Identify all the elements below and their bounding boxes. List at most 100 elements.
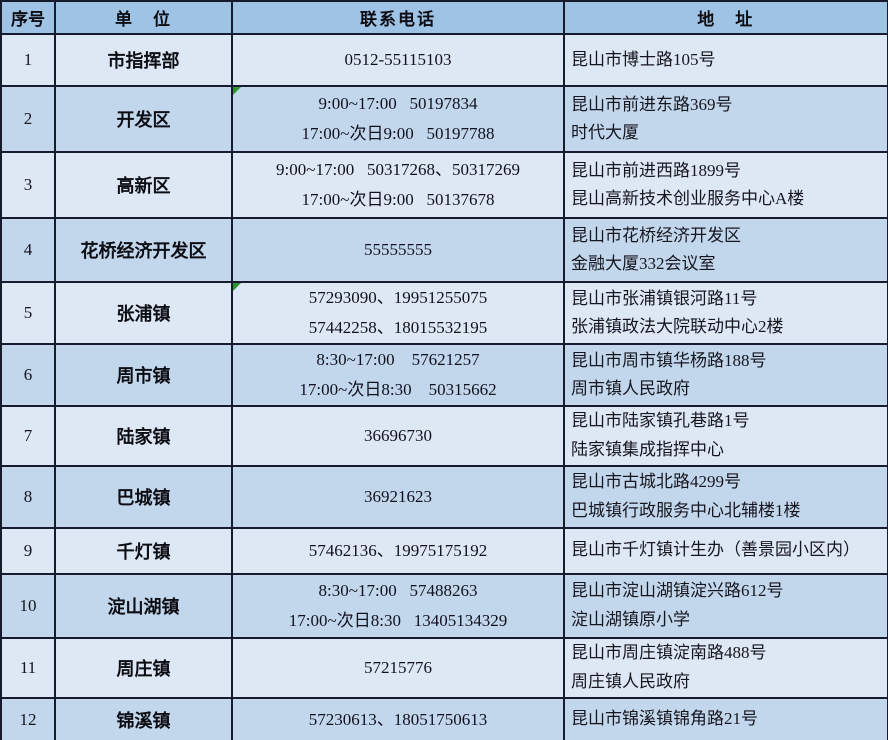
address-line: 昆山市周市镇华杨路188号 xyxy=(571,350,767,370)
unit-cell: 花桥经济开发区 xyxy=(54,217,233,283)
phone-line: 57442258、18015532195 xyxy=(308,318,488,337)
row-number-cell: 4 xyxy=(0,217,56,283)
header-col-number: 序号 xyxy=(0,0,56,35)
phone-line: 36921623 xyxy=(364,486,432,506)
address-line: 周市镇人民政府 xyxy=(571,378,690,398)
address-cell: 昆山市周庄镇淀南路488号 周庄镇人民政府 xyxy=(563,636,888,699)
table-row: 11 周庄镇 57215776 昆山市周庄镇淀南路488号 周庄镇人民政府 xyxy=(0,636,888,699)
address-cell: 昆山市淀山湖镇淀兴路612号 淀山湖镇原小学 xyxy=(563,572,888,639)
phone-cell: 8:30~17:00 57621257 17:00~次日8:30 50315662 xyxy=(231,343,565,407)
phone-line: 57293090、19951255075 xyxy=(308,288,488,308)
address-cell: 昆山市博士路105号 xyxy=(563,33,888,87)
address-cell: 昆山市前进西路1899号昆山高新技术创业服务中心A楼 xyxy=(563,151,888,219)
phone-cell: 8:30~17:00 57488263 17:00~次日8:30 13405134… xyxy=(231,572,565,639)
phone-line: 55555555 xyxy=(364,240,432,260)
unit-cell: 开发区 xyxy=(54,85,233,153)
address-line: 昆山市千灯镇计生办（善景园小区内） xyxy=(571,540,860,560)
address-line: 昆山市锦溪镇锦角路21号 xyxy=(571,709,758,729)
row-number-cell: 5 xyxy=(0,281,56,345)
unit-cell: 周庄镇 xyxy=(54,636,233,699)
phone-line: 9:00~17:00 50197834 xyxy=(318,94,478,114)
address-line: 昆山市花桥经济开发区 xyxy=(571,225,741,245)
address-line: 昆山高新技术创业服务中心A楼 xyxy=(571,189,805,208)
address-cell: 昆山市花桥经济开发区 金融大厦332会议室 xyxy=(563,217,888,283)
address-line: 时代大厦 xyxy=(571,123,639,142)
header-col-phone: 联系电话 xyxy=(231,0,565,35)
row-number-cell: 8 xyxy=(0,464,56,529)
address-cell: 昆山市千灯镇计生办（善景园小区内） xyxy=(563,526,888,575)
row-number-cell: 7 xyxy=(0,404,56,467)
address-line: 昆山市博士路105号 xyxy=(571,49,716,69)
address-line: 张浦镇政法大院联动中心2楼 xyxy=(571,317,784,336)
address-line: 昆山市前进东路369号 xyxy=(571,94,733,114)
row-number-cell: 6 xyxy=(0,343,56,407)
phone-cell: 57293090、19951255075 57442258、18015532195 xyxy=(231,281,565,345)
address-line: 昆山市前进西路1899号 xyxy=(571,160,741,180)
phone-line: 57462136、19975175192 xyxy=(308,540,488,560)
phone-line: 17:00~次日8:30 13405134329 xyxy=(288,610,508,630)
unit-cell: 千灯镇 xyxy=(54,526,233,575)
address-cell: 昆山市古城北路4299号巴城镇行政服务中心北辅楼1楼 xyxy=(563,464,888,529)
phone-cell: 9:00~17:00 50197834 17:00~次日9:00 50197788 xyxy=(231,85,565,153)
address-line: 昆山市张浦镇银河路11号 xyxy=(571,288,758,308)
unit-cell: 张浦镇 xyxy=(54,281,233,345)
phone-cell: 57230613、18051750613 xyxy=(231,696,565,740)
phone-line: 9:00~17:00 50317268、50317269 xyxy=(276,160,520,180)
cell-error-marker-icon xyxy=(234,88,241,95)
phone-cell: 36921623 xyxy=(231,464,565,529)
row-number-cell: 12 xyxy=(0,696,56,740)
cell-error-marker-icon xyxy=(234,284,241,291)
table-row: 10 淀山湖镇 8:30~17:00 57488263 17:00~次日8:30 13… xyxy=(0,572,888,639)
address-cell: 昆山市前进东路369号 时代大厦 xyxy=(563,85,888,153)
table-row: 8 巴城镇 36921623 昆山市古城北路4299号巴城镇行政服务中心北辅楼1楼 xyxy=(0,464,888,529)
row-number-cell: 11 xyxy=(0,636,56,699)
phone-cell: 55555555 xyxy=(231,217,565,283)
unit-cell: 淀山湖镇 xyxy=(54,572,233,639)
table-row: 2 开发区 9:00~17:00 50197834 17:00~次日9:00 5019… xyxy=(0,85,888,153)
unit-cell: 锦溪镇 xyxy=(54,696,233,740)
address-cell: 昆山市张浦镇银河路11号张浦镇政法大院联动中心2楼 xyxy=(563,281,888,345)
phone-cell: 57215776 xyxy=(231,636,565,699)
table-row: 5 张浦镇 57293090、19951255075 57442258、1801553… xyxy=(0,281,888,345)
address-line: 巴城镇行政服务中心北辅楼1楼 xyxy=(571,500,801,520)
address-line: 金融大厦332会议室 xyxy=(571,254,716,273)
row-number-cell: 10 xyxy=(0,572,56,639)
address-line: 昆山市古城北路4299号 xyxy=(571,472,741,492)
phone-line: 17:00~次日9:00 50197788 xyxy=(301,124,495,143)
address-line: 淀山湖镇原小学 xyxy=(571,609,690,629)
phone-cell: 57462136、19975175192 xyxy=(231,526,565,575)
phone-line: 36696730 xyxy=(364,425,432,445)
address-line: 周庄镇人民政府 xyxy=(571,671,690,691)
unit-cell: 高新区 xyxy=(54,151,233,219)
address-cell: 昆山市陆家镇孔巷路1号 陆家镇集成指挥中心 xyxy=(563,404,888,467)
table-row: 1 市指挥部 0512-55115103 昆山市博士路105号 xyxy=(0,33,888,87)
unit-cell: 市指挥部 xyxy=(54,33,233,87)
unit-cell: 陆家镇 xyxy=(54,404,233,467)
table-row: 9 千灯镇 57462136、19975175192 昆山市千灯镇计生办（善景园小区内… xyxy=(0,526,888,575)
table-row: 6 周市镇 8:30~17:00 57621257 17:00~次日8:30 5031… xyxy=(0,343,888,407)
table-row: 12 锦溪镇 57230613、18051750613 昆山市锦溪镇锦角路21号 xyxy=(0,696,888,740)
header-col-unit: 单 位 xyxy=(54,0,233,35)
address-line: 昆山市淀山湖镇淀兴路612号 xyxy=(571,581,784,601)
address-line: 昆山市陆家镇孔巷路1号 xyxy=(571,411,750,431)
phone-line: 0512-55115103 xyxy=(344,50,452,70)
table-row: 3 高新区 9:00~17:00 50317268、50317269 17:00~次日… xyxy=(0,151,888,219)
phone-line: 57215776 xyxy=(364,657,432,677)
phone-line: 8:30~17:00 57621257 xyxy=(316,350,480,369)
phone-line: 57230613、18051750613 xyxy=(308,709,488,729)
unit-cell: 巴城镇 xyxy=(54,464,233,529)
address-line: 昆山市周庄镇淀南路488号 xyxy=(571,643,767,663)
address-line: 陆家镇集成指挥中心 xyxy=(571,439,724,459)
address-cell: 昆山市周市镇华杨路188号 周市镇人民政府 xyxy=(563,343,888,407)
phone-cell: 0512-55115103 xyxy=(231,33,565,87)
address-cell: 昆山市锦溪镇锦角路21号 xyxy=(563,696,888,740)
header-col-address: 地 址 xyxy=(563,0,888,35)
table-row: 7 陆家镇 36696730 昆山市陆家镇孔巷路1号 陆家镇集成指挥中心 xyxy=(0,404,888,467)
row-number-cell: 9 xyxy=(0,526,56,575)
phone-line: 8:30~17:00 57488263 xyxy=(318,580,478,600)
row-number-cell: 2 xyxy=(0,85,56,153)
phone-cell: 36696730 xyxy=(231,404,565,467)
unit-cell: 周市镇 xyxy=(54,343,233,407)
